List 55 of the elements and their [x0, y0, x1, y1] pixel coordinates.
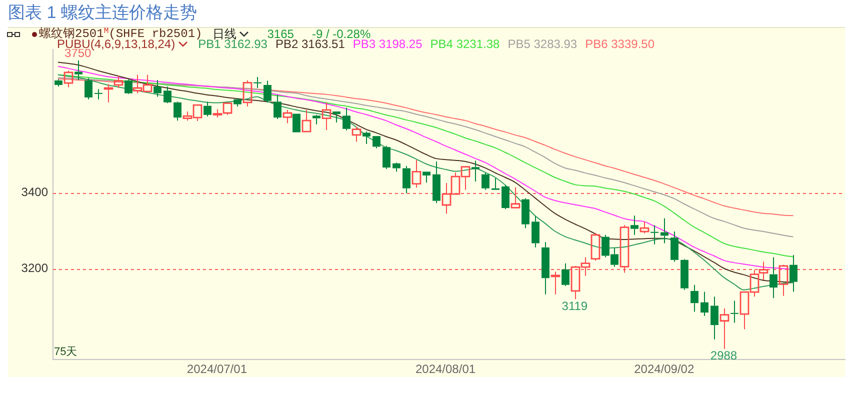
candlestick [342, 107, 350, 131]
candlestick [382, 145, 390, 170]
candlestick [204, 101, 212, 117]
x-tick-label: 2024/09/02 [634, 362, 694, 376]
candlestick [700, 291, 708, 316]
candlestick [472, 160, 480, 182]
candlestick [292, 114, 300, 132]
candlestick [492, 178, 500, 190]
candlestick [174, 101, 182, 122]
chart-title: 图表 1 螺纹主连价格走势 [8, 3, 197, 23]
candlestick [402, 166, 410, 194]
candlestick [422, 172, 430, 184]
candlestick [254, 76, 262, 88]
annotation: 3119 [562, 299, 588, 314]
candlestick [730, 300, 738, 324]
candlestick [770, 256, 778, 299]
candlestick [790, 254, 798, 292]
candlestick [362, 131, 370, 145]
x-tick-label: 2024/08/01 [415, 362, 476, 376]
y-tick-label: 3400 [21, 185, 48, 200]
candlestick [502, 184, 510, 210]
candlestick [532, 215, 540, 248]
candlestick [312, 114, 320, 125]
annotation: 2988 [710, 348, 738, 363]
candlestick [154, 80, 162, 98]
candlestick [650, 224, 658, 245]
candlestick [482, 172, 490, 190]
candlestick [522, 198, 530, 229]
candlestick [670, 231, 678, 262]
candlestick [690, 284, 698, 312]
candlestick [274, 94, 282, 120]
text: PB4 3231.38 [430, 37, 500, 51]
candlestick [84, 78, 92, 100]
candlestick [562, 262, 570, 287]
y-tick-label: 3200 [21, 260, 48, 275]
text: PB3 3198.25 [352, 37, 422, 51]
candlestick [332, 111, 340, 123]
candlestick [164, 86, 172, 104]
text: PB2 3163.51 [275, 37, 345, 51]
candlestick [432, 160, 440, 204]
candlestick [372, 136, 380, 149]
text: PB6 3339.50 [585, 37, 655, 51]
candlestick [710, 296, 718, 340]
annotation: 75天 [54, 346, 78, 358]
x-tick-label: 2024/07/01 [186, 362, 248, 376]
candlestick [680, 258, 688, 290]
candlestick [630, 215, 638, 236]
candlestick [392, 162, 400, 172]
candlestick [542, 242, 550, 295]
candlestick [54, 78, 62, 87]
candlestick [74, 60, 82, 81]
candlestick [94, 88, 102, 100]
candlestick [234, 98, 242, 108]
candlestick [264, 80, 272, 103]
text: PB5 3283.93 [508, 37, 578, 51]
